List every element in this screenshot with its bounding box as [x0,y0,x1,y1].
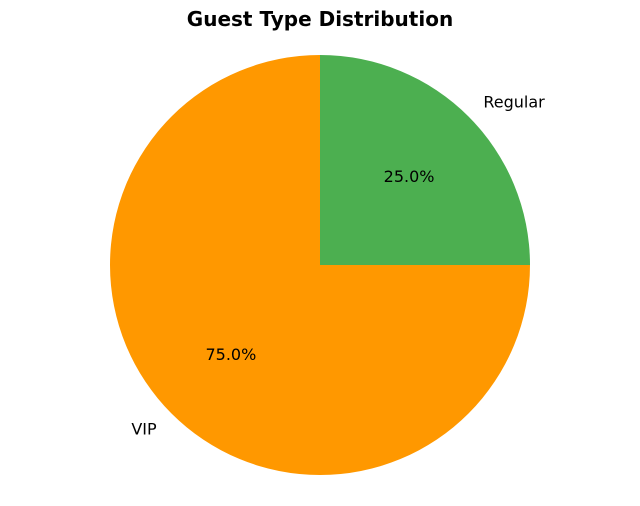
pie-slices [110,55,530,475]
pie-category-label: VIP [131,419,157,438]
pie-category-label: Regular [483,93,545,112]
pie-pct-label: 75.0% [205,345,256,364]
pie-pct-label: 25.0% [384,167,435,186]
pie-slice-vip [110,55,530,475]
pie-slice-regular [320,55,530,265]
pie-labels: 25.0% Regular 75.0% VIP [131,93,545,439]
chart-title: Guest Type Distribution [187,7,453,31]
